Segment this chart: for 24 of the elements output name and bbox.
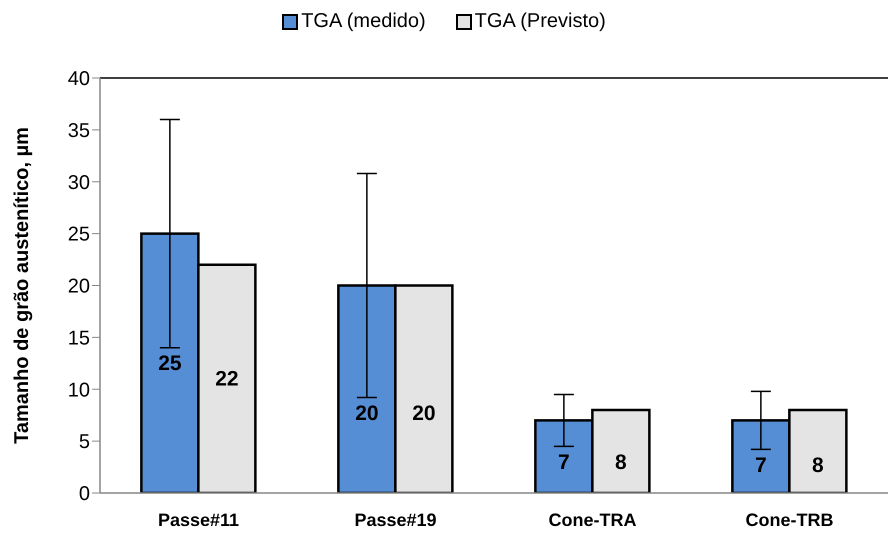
y-tick-label: 20 [68, 276, 90, 298]
data-label: 20 [355, 402, 379, 426]
data-label: 7 [755, 454, 767, 477]
y-tick-label: 30 [68, 172, 90, 194]
data-label: 8 [615, 450, 628, 474]
y-tick-label: 5 [78, 431, 90, 454]
x-tick-label: Passe#11 [158, 510, 240, 530]
data-label: 22 [215, 367, 239, 390]
y-tick-label: 35 [68, 120, 90, 142]
data-label: 7 [558, 450, 570, 474]
y-tick-label: 25 [68, 224, 90, 246]
legend-label: TGA (Previsto) [474, 10, 606, 33]
x-tick-label: Cone-TRB [746, 510, 834, 530]
y-tick-label: 15 [68, 327, 90, 350]
x-tick-label: Passe#19 [354, 510, 437, 530]
x-tick-label: Cone-TRA [548, 510, 636, 530]
data-label: 20 [412, 402, 436, 426]
y-tick-label: 10 [68, 379, 90, 402]
legend-label: TGA (medido) [301, 10, 426, 33]
y-tick-label: 40 [68, 68, 90, 90]
data-label: 25 [158, 352, 182, 375]
data-label: 8 [812, 454, 824, 477]
y-axis-title: Tamanho de grão austenítico, µm [11, 127, 33, 444]
y-tick-label: 0 [78, 483, 90, 506]
